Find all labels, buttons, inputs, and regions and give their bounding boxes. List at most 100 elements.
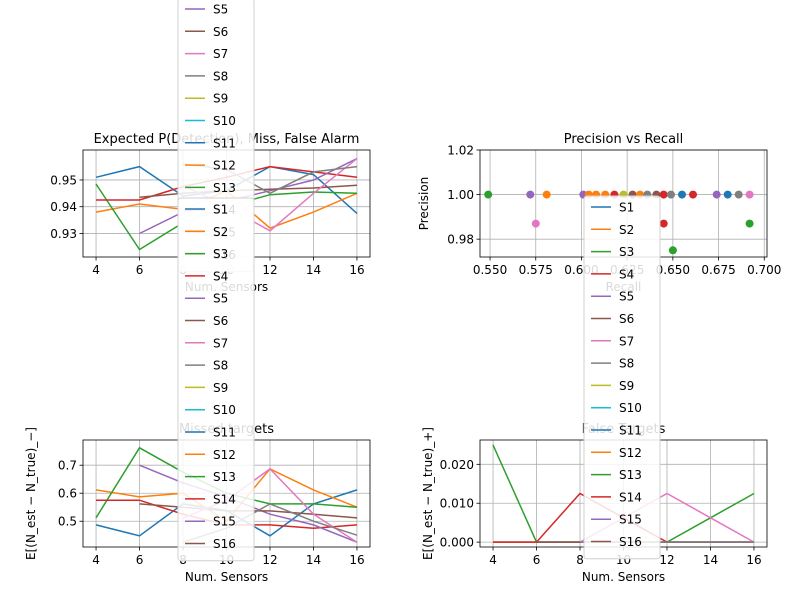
p1-xtick-label: 12 [262, 263, 277, 277]
p2-legend-entry: S8 [619, 357, 634, 371]
p4-ytick-label: 0.000 [440, 536, 474, 550]
p1-xtick-label: 16 [349, 263, 364, 277]
p2-xtick-label: 0.550 [473, 263, 507, 277]
p2-xtick-label: 0.700 [747, 263, 781, 277]
p3-xtick-label: 6 [136, 553, 144, 567]
p3-ylabel: E[(N_est − N_true)_−] [24, 427, 38, 560]
p2-legend-entry: S4 [619, 267, 634, 281]
p1-legend-entry: S13 [213, 181, 236, 195]
p2-ylabel: Precision [417, 177, 431, 231]
p4-legend-box [177, 197, 255, 562]
p4-legend-entry: S16 [213, 537, 236, 551]
p2-legend-entry: S9 [619, 379, 634, 393]
p2-legend-entry: S14 [619, 490, 642, 504]
p2-point-s2 [542, 190, 551, 199]
p2-ytick-label: 1.00 [447, 188, 474, 202]
p1-ytick-label: 0.93 [50, 227, 77, 241]
p4-legend-entry: S5 [213, 292, 228, 306]
p4-legend-entry: S3 [213, 247, 228, 261]
p2-xtick-label: 0.675 [701, 263, 735, 277]
p3-ytick-label: 0.7 [58, 459, 77, 473]
p2-point-s5 [526, 190, 535, 199]
p1-legend-entry: S9 [213, 92, 228, 106]
p4-legend-entry: S14 [213, 492, 236, 506]
p2-ytick-label: 1.02 [447, 144, 474, 158]
p2-point-s5 [712, 190, 721, 199]
p2-point-s4 [659, 219, 668, 228]
p4-legend-entry: S11 [213, 426, 236, 440]
p4-ytick-label: 0.020 [440, 458, 474, 472]
p4-legend-entry: S7 [213, 336, 228, 350]
p4-ylabel: E[(N_est − N_true)_+] [421, 427, 435, 560]
p4-xtick-label: 16 [746, 553, 761, 567]
p2-point-s3 [484, 190, 493, 199]
p1-ytick-label: 0.95 [50, 173, 77, 187]
p1-legend-entry: S6 [213, 25, 228, 39]
p2-legend-entry: S12 [619, 446, 642, 460]
p4-xtick-label: 12 [659, 553, 674, 567]
p4-xlabel: Num. Sensors [582, 570, 665, 584]
p2-legend-entry: S15 [619, 513, 642, 527]
p2-legend: S1 S2 S3 S4 S5 S6 S7 S8 S9 S10 S11 S12 S13 S14 S15 S16 [583, 195, 661, 560]
p2-legend-entry: S13 [619, 468, 642, 482]
p2-legend-entry: S7 [619, 334, 634, 348]
p4-legend-entry: S15 [213, 515, 236, 529]
p4-legend-entry: S9 [213, 381, 228, 395]
p2-point-s1 [723, 190, 732, 199]
p1-ytick-label: 0.94 [50, 200, 77, 214]
p3-ytick-label: 0.5 [58, 515, 77, 529]
p2-xtick-label: 0.650 [656, 263, 690, 277]
p3-xlabel: Num. Sensors [185, 570, 268, 584]
p4-legend-entry: S6 [213, 314, 228, 328]
p4-legend-entry: S1 [213, 203, 228, 217]
p4-legend: S1 S2 S3 S4 S5 S6 S7 S8 S9 S10 S11 S12 S13 S14 S15 S16 [177, 197, 255, 562]
p3-xtick-label: 14 [306, 553, 321, 567]
p2-ytick-label: 0.98 [447, 233, 474, 247]
p4-xtick-label: 8 [576, 553, 584, 567]
p2-legend-entry: S11 [619, 424, 642, 438]
p1-legend-entry: S5 [213, 3, 228, 17]
p4-xtick-label: 4 [489, 553, 497, 567]
p1-legend-entry: S7 [213, 47, 228, 61]
p4-legend-entry: S10 [213, 403, 236, 417]
p2-legend-entry: S1 [619, 201, 634, 215]
p2-point-s7 [531, 219, 540, 228]
p2-point-s4 [659, 190, 668, 199]
p2-legend-entry: S5 [619, 290, 634, 304]
p2-point-s7 [745, 190, 754, 199]
p3-xtick-label: 16 [349, 553, 364, 567]
p2-point-s3 [745, 219, 754, 228]
p4-ytick-label: 0.010 [440, 497, 474, 511]
p3-xtick-label: 4 [92, 553, 100, 567]
p4-legend-entry: S8 [213, 359, 228, 373]
p2-title: Precision vs Recall [564, 132, 684, 147]
p4-legend-entry: S4 [213, 269, 228, 283]
p4-legend-entry: S2 [213, 225, 228, 239]
p2-point-s8 [667, 190, 675, 199]
p1-legend-entry: S11 [213, 136, 236, 150]
p2-point-s4 [689, 190, 697, 199]
p4-xtick-label: 14 [703, 553, 718, 567]
p2-point-s8 [734, 190, 743, 199]
p1-xtick-label: 6 [136, 263, 144, 277]
p2-legend-entry: S2 [619, 223, 634, 237]
p2-legend-entry: S16 [619, 535, 642, 549]
p2-legend-entry: S3 [619, 245, 634, 259]
p1-legend-entry: S10 [213, 114, 236, 128]
p1-legend-entry: S8 [213, 69, 228, 83]
p3-ytick-label: 0.6 [58, 487, 77, 501]
p1-legend-entry: S12 [213, 159, 236, 173]
p4-legend-entry: S12 [213, 448, 236, 462]
p2-legend-entry: S10 [619, 401, 642, 415]
p2-legend-box [583, 195, 661, 560]
p1-xtick-label: 14 [306, 263, 321, 277]
p4-legend-entry: S13 [213, 470, 236, 484]
p1-xtick-label: 4 [92, 263, 100, 277]
p3-xtick-label: 12 [262, 553, 277, 567]
p4-xtick-label: 6 [533, 553, 541, 567]
p2-legend-entry: S6 [619, 312, 634, 326]
p2-point-s3 [668, 246, 677, 255]
p2-point-s1 [678, 190, 686, 199]
p2-xtick-label: 0.575 [519, 263, 553, 277]
